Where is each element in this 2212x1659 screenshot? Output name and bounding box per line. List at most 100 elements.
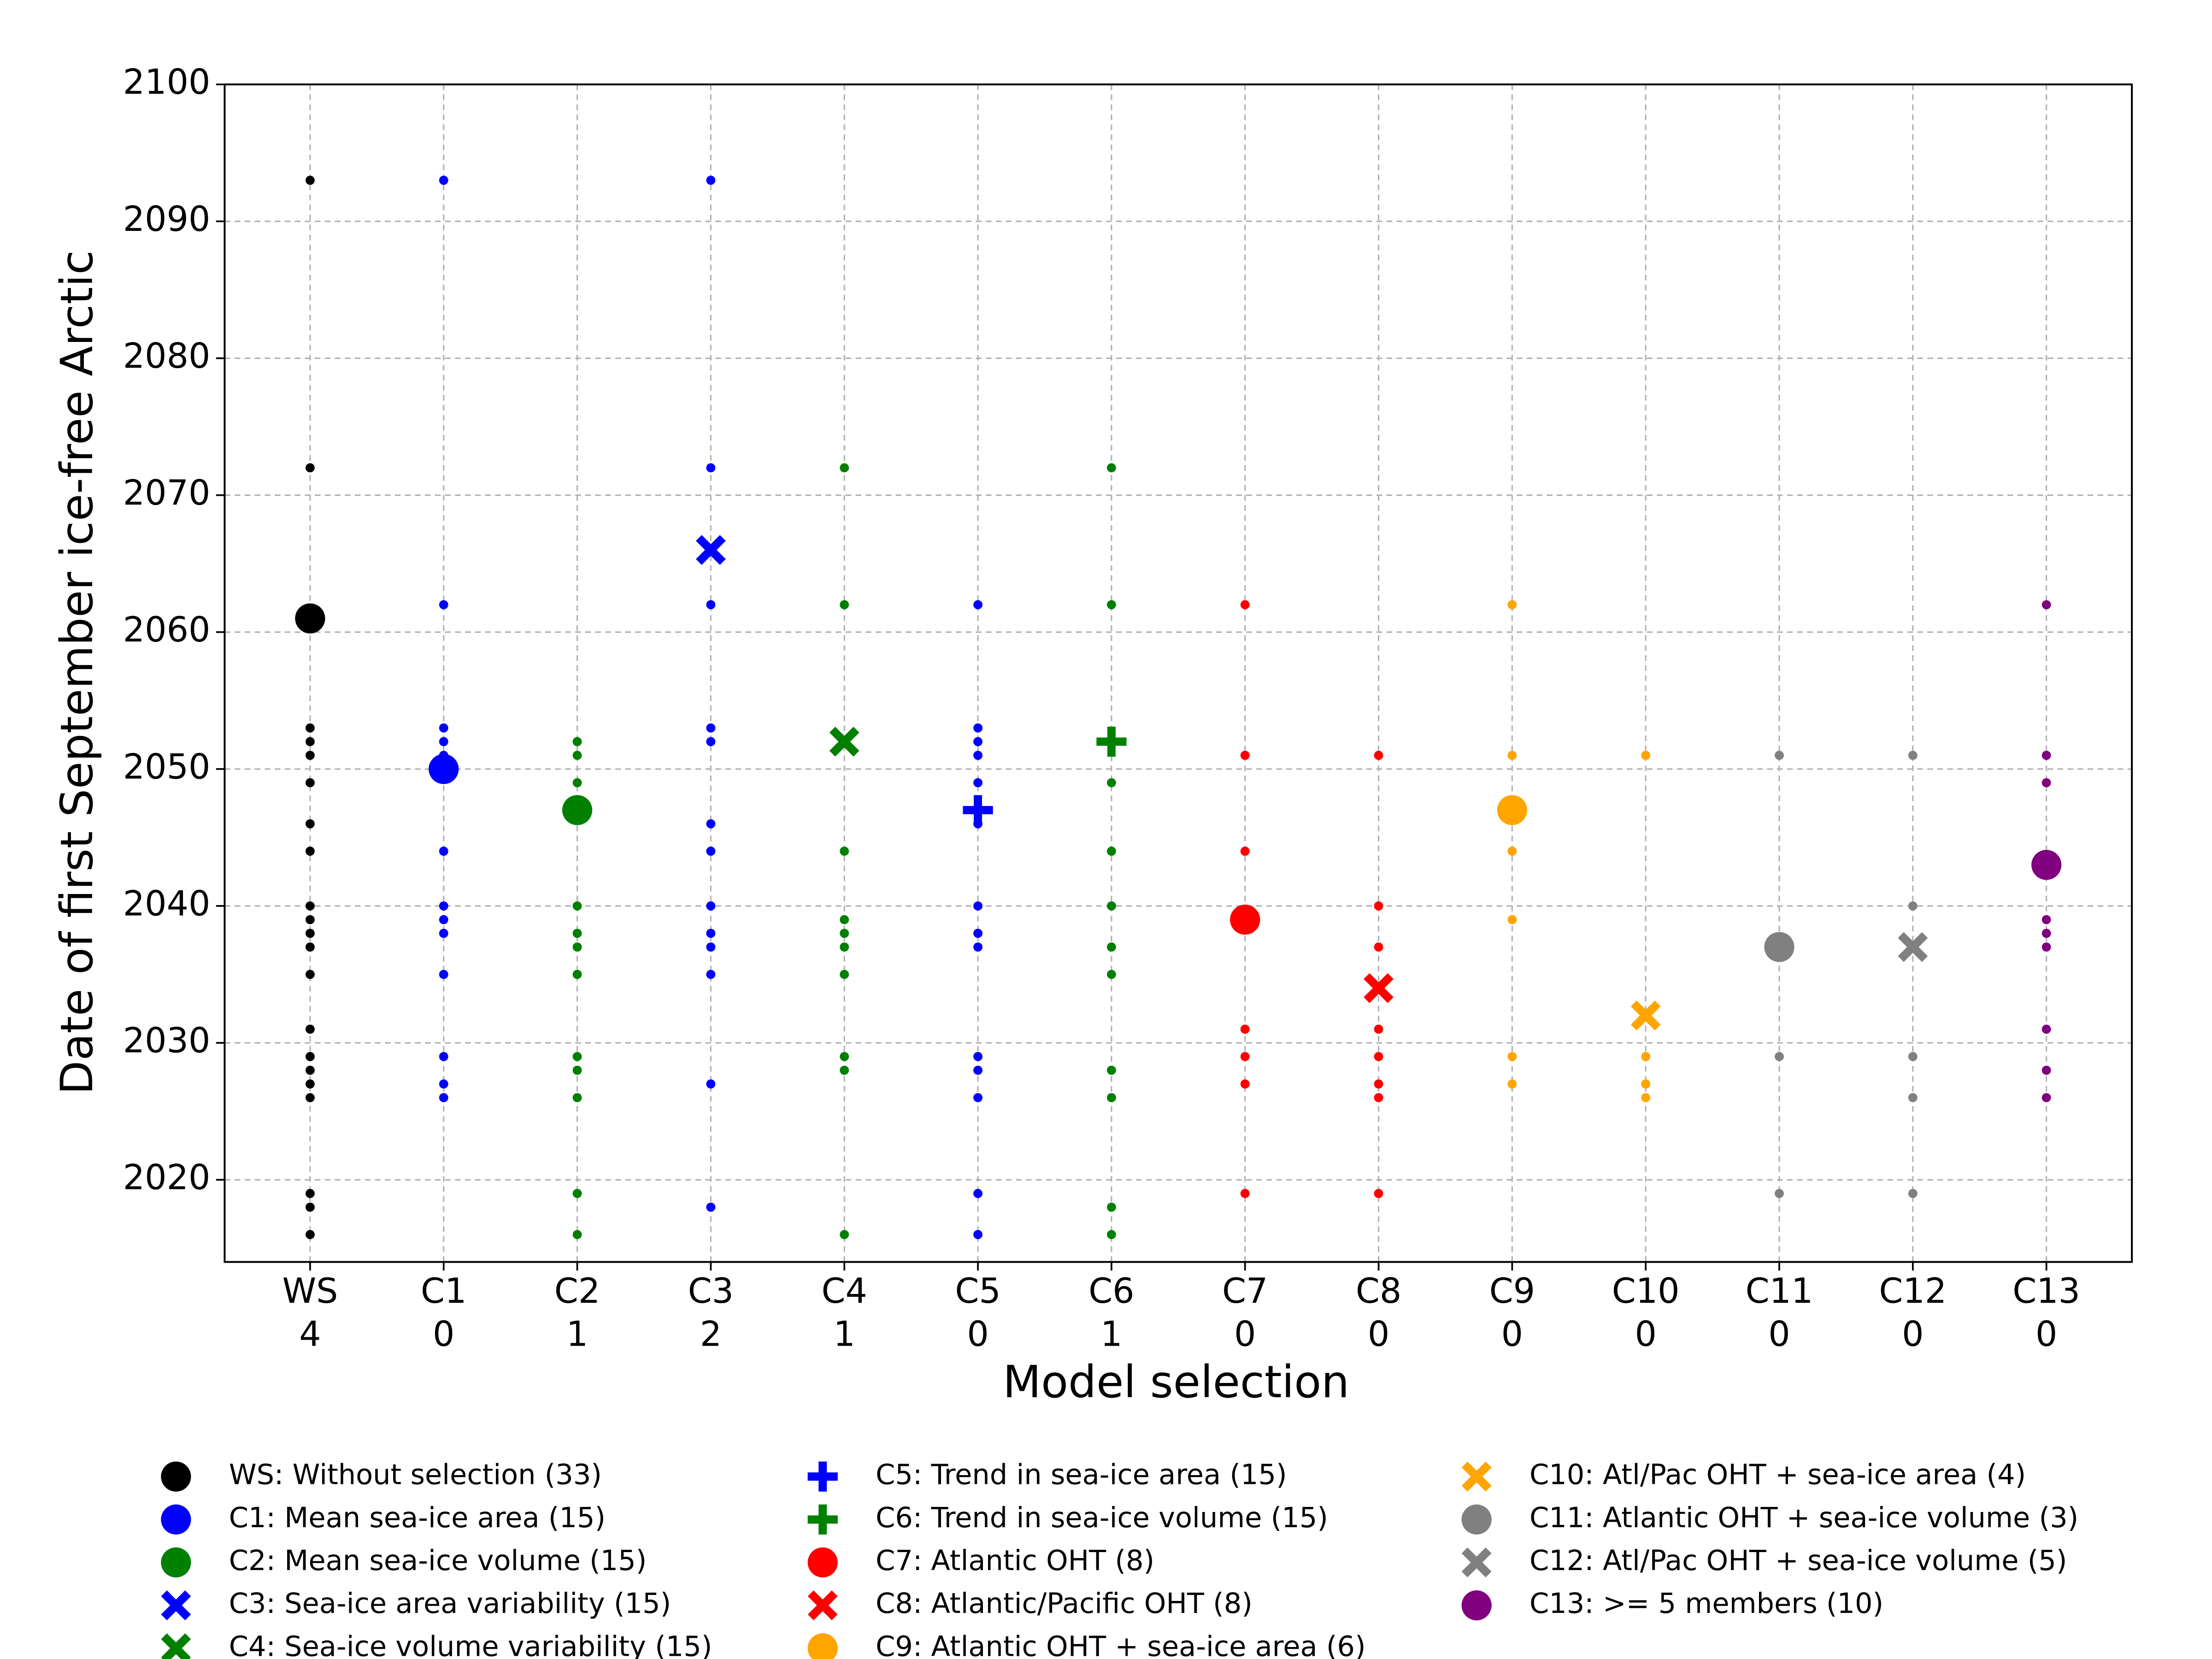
- legend-marker: [807, 1504, 838, 1535]
- selection-marker: [1364, 973, 1394, 1003]
- plot-area: [224, 83, 2132, 1262]
- member-dot: [1374, 751, 1383, 760]
- member-dot: [1641, 751, 1651, 760]
- member-dot: [706, 901, 716, 911]
- selection-marker: [2031, 850, 2062, 880]
- member-dot: [973, 778, 982, 788]
- member-dot: [439, 901, 448, 911]
- member-dot: [439, 915, 448, 924]
- y-tick-label: 2080: [123, 336, 211, 376]
- plot-frame: [224, 83, 2133, 1263]
- member-dot: [1240, 600, 1250, 610]
- x-tick-count: 0: [1501, 1314, 1523, 1354]
- member-dot: [706, 819, 716, 829]
- member-dot: [572, 970, 582, 979]
- member-dot: [2041, 942, 2051, 952]
- member-dot: [973, 737, 982, 747]
- legend-marker: [807, 1547, 838, 1578]
- member-dot: [306, 1052, 315, 1061]
- member-dot: [306, 942, 315, 952]
- legend-label: C12: Atl/Pac OHT + sea-ice volume (5): [1530, 1545, 2067, 1577]
- member-dot: [840, 929, 849, 938]
- member-dot: [706, 942, 716, 952]
- member-dot: [1106, 847, 1116, 856]
- member-dot: [306, 1230, 315, 1239]
- member-dot: [306, 463, 315, 473]
- member-dot: [2041, 751, 2051, 760]
- legend-label: C4: Sea-ice volume variability (15): [229, 1630, 712, 1659]
- member-dot: [1106, 1093, 1116, 1102]
- member-dot: [572, 929, 582, 938]
- x-tick-label: C3: [688, 1271, 734, 1311]
- selection-marker: [295, 603, 325, 634]
- member-dot: [840, 970, 849, 979]
- member-dot: [439, 1093, 448, 1102]
- member-dot: [2041, 1024, 2051, 1034]
- member-dot: [306, 901, 315, 911]
- member-dot: [306, 723, 315, 733]
- member-dot: [1240, 1024, 1250, 1034]
- member-dot: [840, 1065, 849, 1075]
- selection-marker: [1230, 905, 1260, 935]
- member-dot: [572, 1093, 582, 1102]
- member-dot: [439, 600, 448, 610]
- selection-marker: [1497, 795, 1527, 825]
- member-dot: [306, 1188, 315, 1198]
- member-dot: [2041, 1093, 2051, 1102]
- member-dot: [1908, 1093, 1918, 1102]
- x-tick-label: C11: [1746, 1271, 1813, 1311]
- member-dot: [572, 1230, 582, 1239]
- selection-marker: [429, 754, 459, 784]
- member-dot: [973, 1093, 982, 1102]
- legend-marker: [1461, 1590, 1492, 1621]
- x-tick-label: WS: [282, 1271, 338, 1311]
- legend-marker: [807, 1461, 838, 1492]
- member-dot: [306, 176, 315, 185]
- x-tick-count: 4: [299, 1314, 321, 1354]
- legend-marker: [807, 1590, 838, 1620]
- x-axis-label: Model selection: [1003, 1356, 1349, 1408]
- member-dot: [439, 737, 448, 747]
- selection-marker: [562, 795, 593, 825]
- member-dot: [572, 1065, 582, 1075]
- member-dot: [840, 1230, 849, 1239]
- member-dot: [1374, 942, 1383, 952]
- legend-label: C3: Sea-ice area variability (15): [229, 1588, 671, 1620]
- member-dot: [1374, 1024, 1383, 1034]
- x-tick-count: 1: [566, 1314, 588, 1354]
- member-dot: [306, 970, 315, 979]
- member-dot: [706, 970, 716, 979]
- member-dot: [1374, 901, 1383, 911]
- selection-marker: [1630, 1000, 1661, 1031]
- member-dot: [706, 176, 716, 185]
- member-dot: [973, 1188, 982, 1198]
- member-dot: [973, 600, 982, 610]
- x-tick-label: C6: [1088, 1271, 1134, 1311]
- x-tick-count: 0: [433, 1314, 454, 1354]
- legend-marker: [161, 1461, 191, 1492]
- member-dot: [439, 1079, 448, 1089]
- member-dot: [840, 847, 849, 856]
- selection-marker: [1096, 726, 1127, 757]
- member-dot: [439, 929, 448, 938]
- member-dot: [306, 1093, 315, 1102]
- member-dot: [706, 929, 716, 938]
- x-tick-count: 0: [967, 1314, 988, 1354]
- member-dot: [706, 1079, 716, 1089]
- member-dot: [439, 847, 448, 856]
- legend-marker: [1461, 1461, 1492, 1492]
- legend-marker: [161, 1633, 191, 1659]
- legend-marker: [161, 1504, 191, 1535]
- selection-marker: [829, 726, 859, 757]
- member-dot: [439, 176, 448, 185]
- x-tick-count: 1: [1100, 1314, 1122, 1354]
- x-tick-label: C1: [421, 1271, 466, 1311]
- member-dot: [1775, 1188, 1784, 1198]
- member-dot: [1106, 463, 1116, 473]
- member-dot: [1908, 1052, 1918, 1061]
- member-dot: [1106, 1230, 1116, 1239]
- member-dot: [840, 1052, 849, 1061]
- member-dot: [1106, 901, 1116, 911]
- legend-label: C8: Atlantic/Pacific OHT (8): [876, 1588, 1253, 1620]
